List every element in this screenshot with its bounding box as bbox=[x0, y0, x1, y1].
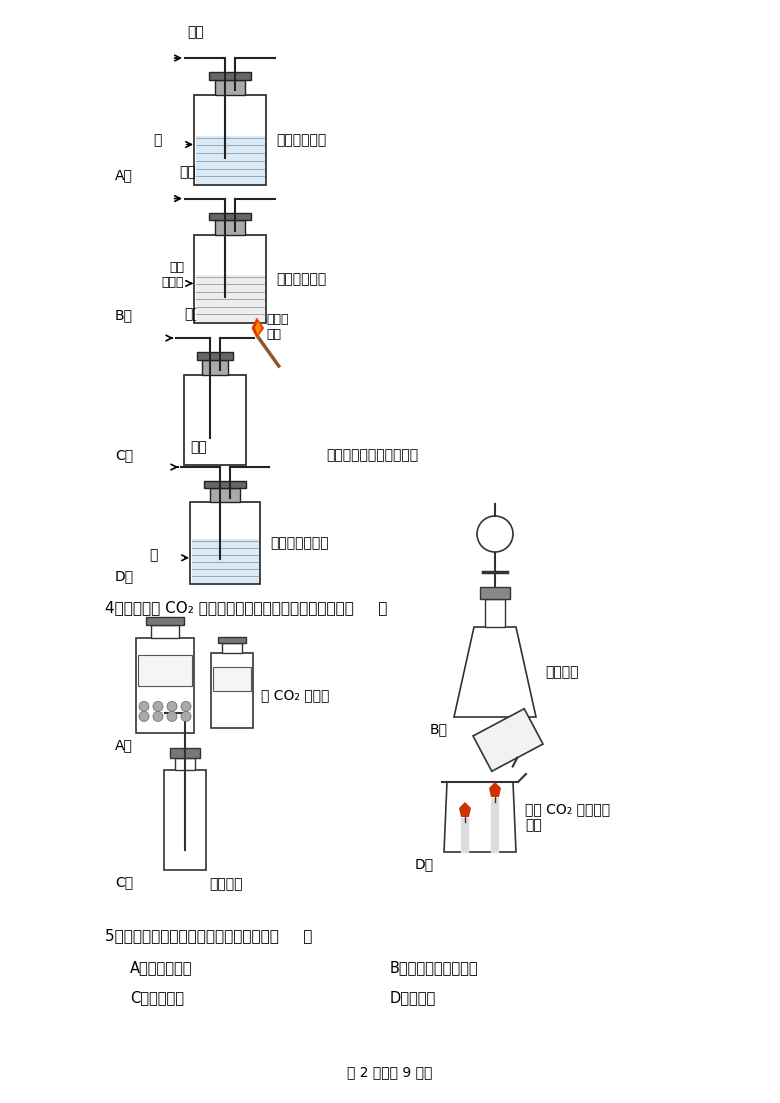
Text: B．: B． bbox=[115, 308, 133, 322]
Bar bbox=[196, 136, 264, 184]
Text: 第 2 页（共 9 页）: 第 2 页（共 9 页） bbox=[347, 1065, 433, 1079]
Bar bbox=[209, 72, 251, 79]
Text: D．燃烧煤: D．燃烧煤 bbox=[390, 990, 436, 1005]
Bar bbox=[480, 587, 510, 599]
Bar bbox=[202, 360, 228, 375]
Circle shape bbox=[139, 702, 149, 711]
Text: B．石灰石与盐酸反应: B．石灰石与盐酸反应 bbox=[390, 960, 479, 975]
Circle shape bbox=[167, 702, 177, 711]
Polygon shape bbox=[444, 782, 516, 852]
Circle shape bbox=[153, 711, 163, 721]
Bar bbox=[211, 653, 253, 728]
Bar bbox=[194, 95, 266, 185]
Text: B．: B． bbox=[430, 722, 448, 736]
Text: 氧气: 氧气 bbox=[190, 440, 207, 454]
Polygon shape bbox=[489, 782, 501, 797]
Text: 大理石: 大理石 bbox=[155, 665, 175, 675]
Text: D．: D． bbox=[415, 857, 434, 871]
Polygon shape bbox=[473, 709, 543, 771]
Text: C．: C． bbox=[115, 448, 133, 462]
Text: 氧气: 氧气 bbox=[186, 25, 204, 39]
Text: 5．工业上制取二氧化碳最适宜的方法是（     ）: 5．工业上制取二氧化碳最适宜的方法是（ ） bbox=[105, 928, 312, 943]
Bar bbox=[164, 770, 206, 870]
Bar bbox=[204, 481, 246, 488]
Bar bbox=[138, 655, 192, 685]
Text: D．: D． bbox=[115, 569, 134, 583]
Bar bbox=[170, 748, 200, 758]
Text: 收集装置: 收集装置 bbox=[209, 877, 243, 891]
Text: 观察氧气的流速: 观察氧气的流速 bbox=[270, 536, 328, 550]
Text: 验证二氧化碳是否收集满: 验证二氧化碳是否收集满 bbox=[326, 448, 418, 462]
Bar bbox=[151, 624, 179, 638]
Text: 二氧化碳: 二氧化碳 bbox=[179, 165, 213, 179]
Bar bbox=[197, 352, 233, 360]
Text: 4．下列关于 CO₂ 的实验室制法及性质实验不正确的是（     ）: 4．下列关于 CO₂ 的实验室制法及性质实验不正确的是（ ） bbox=[105, 600, 388, 615]
Text: 水: 水 bbox=[154, 133, 162, 147]
Bar bbox=[213, 666, 251, 690]
Circle shape bbox=[153, 702, 163, 711]
Bar bbox=[211, 488, 239, 502]
Text: 收集一瓶氧气: 收集一瓶氧气 bbox=[276, 133, 326, 147]
Circle shape bbox=[167, 711, 177, 721]
Text: 制 CO₂ 的药品: 制 CO₂ 的药品 bbox=[261, 688, 329, 702]
Bar bbox=[485, 599, 505, 627]
Bar bbox=[218, 636, 246, 643]
Text: 二氧化碳: 二氧化碳 bbox=[184, 307, 218, 321]
Text: C．燃烧木炭: C．燃烧木炭 bbox=[130, 990, 184, 1005]
Bar bbox=[215, 219, 245, 235]
Text: 水: 水 bbox=[150, 548, 158, 563]
Text: 澄清
石灰水: 澄清 石灰水 bbox=[161, 260, 184, 289]
Bar bbox=[190, 502, 260, 583]
Bar bbox=[175, 758, 195, 770]
Bar bbox=[136, 638, 194, 733]
Polygon shape bbox=[252, 318, 264, 338]
Polygon shape bbox=[255, 321, 262, 335]
Text: C．: C． bbox=[115, 875, 133, 889]
Bar bbox=[209, 213, 251, 219]
Bar bbox=[146, 618, 184, 624]
Circle shape bbox=[181, 711, 191, 721]
Text: 检验二氧化碳: 检验二氧化碳 bbox=[276, 272, 326, 286]
Bar bbox=[215, 79, 245, 95]
Text: 稀硫酸: 稀硫酸 bbox=[222, 674, 242, 684]
Text: A．煅烧石灰石: A．煅烧石灰石 bbox=[130, 960, 193, 975]
Polygon shape bbox=[459, 802, 471, 817]
Circle shape bbox=[477, 516, 513, 552]
Bar bbox=[194, 235, 266, 323]
Text: A．: A． bbox=[115, 738, 133, 752]
Text: 比较 CO₂ 与空气的
密度: 比较 CO₂ 与空气的 密度 bbox=[525, 802, 610, 832]
Bar bbox=[222, 643, 242, 653]
Text: CO₂: CO₂ bbox=[500, 733, 522, 747]
Polygon shape bbox=[454, 627, 536, 717]
Text: A．: A． bbox=[115, 168, 133, 182]
Bar bbox=[192, 539, 258, 583]
Bar bbox=[196, 275, 264, 322]
Text: 燃着的
木条: 燃着的 木条 bbox=[267, 313, 289, 341]
Text: 发生装置: 发生装置 bbox=[545, 665, 579, 679]
Bar bbox=[184, 375, 246, 465]
Circle shape bbox=[139, 711, 149, 721]
Circle shape bbox=[181, 702, 191, 711]
